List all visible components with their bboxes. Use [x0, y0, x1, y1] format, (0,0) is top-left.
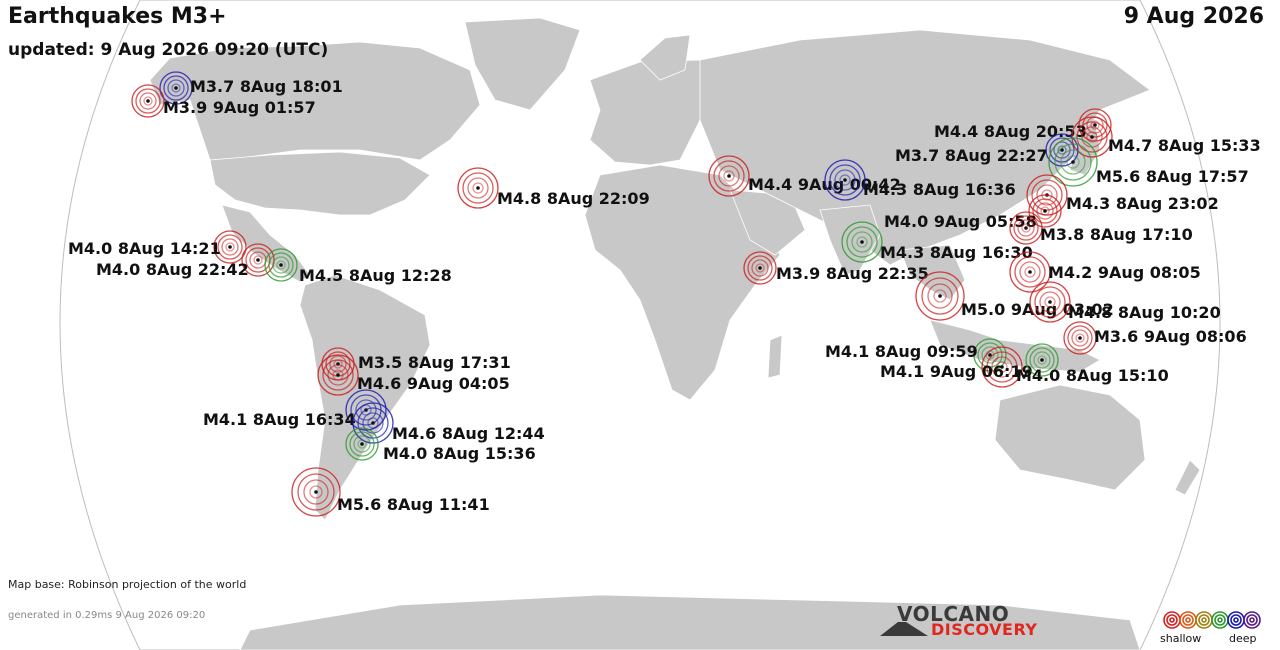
quake-label[interactable]: M5.6 8Aug 11:41	[337, 495, 490, 514]
quake-label[interactable]: M4.5 8Aug 12:28	[299, 266, 452, 285]
quake-label[interactable]: M4.1 8Aug 16:34	[203, 410, 356, 429]
volcano-icon	[880, 622, 928, 636]
quake-label[interactable]: M4.6 8Aug 12:44	[392, 424, 545, 443]
quake-marker[interactable]	[1048, 137, 1098, 187]
land-mexico-central-america	[221, 204, 311, 283]
quake-label[interactable]: M3.8 8Aug 17:10	[1040, 225, 1193, 244]
quake-label[interactable]: M3.6 9Aug 08:06	[1094, 327, 1247, 346]
land-greenland	[464, 17, 581, 111]
generated-note: generated in 0.29ms 9 Aug 2026 09:20	[8, 610, 206, 621]
quake-marker[interactable]	[1078, 108, 1112, 142]
land-antarctica	[239, 594, 1141, 650]
quake-label[interactable]: M4.4 8Aug 20:53	[934, 122, 1087, 141]
quake-marker[interactable]	[824, 159, 866, 201]
quake-marker[interactable]	[1025, 343, 1059, 377]
quake-marker[interactable]	[291, 467, 341, 517]
quake-label[interactable]: M5.6 8Aug 17:57	[1096, 167, 1249, 186]
land-scandinavia	[639, 34, 691, 81]
quake-marker[interactable]	[345, 427, 379, 461]
land-madagascar	[767, 334, 783, 379]
land-new-zealand	[1174, 459, 1201, 496]
quake-marker[interactable]	[981, 346, 1023, 388]
quake-label[interactable]: M4.8 8Aug 22:09	[497, 189, 650, 208]
quake-marker[interactable]	[1009, 211, 1043, 245]
quake-marker[interactable]	[264, 248, 298, 282]
logo-text-discovery: DISCOVERY	[931, 620, 1038, 639]
map-base-note: Map base: Robinson projection of the wor…	[8, 578, 247, 591]
quake-marker[interactable]	[1063, 321, 1097, 355]
quake-label[interactable]: M3.9 9Aug 01:57	[163, 98, 316, 117]
quake-label[interactable]: M4.0 9Aug 05:58	[884, 212, 1037, 231]
legend-ring	[1195, 611, 1213, 629]
quake-marker[interactable]	[1009, 251, 1051, 293]
quake-marker[interactable]	[1029, 281, 1071, 323]
quake-marker[interactable]	[159, 71, 193, 105]
quake-marker[interactable]	[915, 271, 965, 321]
land-usa	[209, 151, 431, 216]
land-australia	[994, 384, 1146, 491]
page-title: Earthquakes M3+	[8, 4, 227, 29]
quake-label[interactable]: M4.7 8Aug 15:33	[1108, 136, 1261, 155]
updated-timestamp: updated: 9 Aug 2026 09:20 (UTC)	[8, 40, 329, 60]
quake-marker[interactable]	[841, 221, 883, 263]
quake-label[interactable]: M4.3 8Aug 23:02	[1066, 194, 1219, 213]
quake-label[interactable]: M4.1 8Aug 09:59	[825, 342, 978, 361]
current-date: 9 Aug 2026	[1123, 4, 1264, 29]
quake-marker[interactable]	[457, 167, 499, 209]
quake-marker[interactable]	[131, 84, 165, 118]
quake-label[interactable]: M4.0 8Aug 15:36	[383, 444, 536, 463]
quake-label[interactable]: M4.1 9Aug 06:19	[880, 362, 1033, 381]
quake-label[interactable]: M4.0 8Aug 14:21	[68, 239, 221, 258]
quake-marker[interactable]	[708, 155, 750, 197]
legend-ring	[1163, 611, 1181, 629]
quake-label[interactable]: M4.3 8Aug 16:36	[863, 180, 1016, 199]
quake-marker[interactable]	[213, 230, 247, 264]
quake-marker[interactable]	[317, 354, 359, 396]
legend-ring	[1227, 611, 1245, 629]
legend-ring	[1243, 611, 1261, 629]
legend-ring	[1211, 611, 1229, 629]
quake-marker[interactable]	[743, 251, 777, 285]
logo-text-volcano: VOLCANO	[897, 602, 1010, 626]
land-southeast-asia	[899, 244, 966, 301]
legend-deep-label: deep	[1229, 632, 1257, 645]
quake-label[interactable]: M4.6 9Aug 04:05	[357, 374, 510, 393]
quake-label[interactable]: M4.2 9Aug 08:05	[1048, 263, 1201, 282]
quake-label[interactable]: M4.8 8Aug 10:20	[1068, 303, 1221, 322]
depth-legend	[1163, 611, 1261, 629]
quake-label[interactable]: M3.9 8Aug 22:35	[776, 264, 929, 283]
quake-label[interactable]: M3.5 8Aug 17:31	[358, 353, 511, 372]
quake-marker[interactable]	[1028, 194, 1062, 228]
quake-label[interactable]: M4.0 8Aug 22:42	[96, 260, 249, 279]
legend-ring	[1179, 611, 1197, 629]
quake-label[interactable]: M4.0 8Aug 15:10	[1016, 366, 1169, 385]
quake-label[interactable]: M3.7 8Aug 18:01	[190, 77, 343, 96]
legend-shallow-label: shallow	[1160, 632, 1202, 645]
land-asia	[699, 29, 1151, 266]
quake-label[interactable]: M3.7 8Aug 22:27	[895, 146, 1048, 165]
quake-label[interactable]: M4.3 8Aug 16:30	[880, 243, 1033, 262]
